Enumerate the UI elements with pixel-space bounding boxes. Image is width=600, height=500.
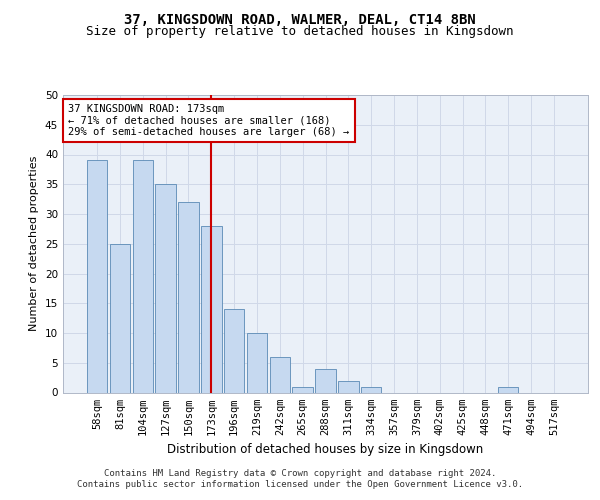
Bar (224, 309, 244, 392)
Bar (361, 386, 382, 392)
Bar (155, 184, 176, 392)
Bar (110, 244, 130, 392)
Text: 37 KINGSDOWN ROAD: 173sqm
← 71% of detached houses are smaller (168)
29% of semi: 37 KINGSDOWN ROAD: 173sqm ← 71% of detac… (68, 104, 349, 137)
Bar (498, 386, 518, 392)
Bar (133, 160, 153, 392)
Bar (269, 357, 290, 392)
Text: Contains HM Land Registry data © Crown copyright and database right 2024.: Contains HM Land Registry data © Crown c… (104, 468, 496, 477)
Bar (292, 386, 313, 392)
Text: Contains public sector information licensed under the Open Government Licence v3: Contains public sector information licen… (77, 480, 523, 489)
X-axis label: Distribution of detached houses by size in Kingsdown: Distribution of detached houses by size … (167, 443, 484, 456)
Bar (247, 333, 267, 392)
Bar (178, 202, 199, 392)
Text: Size of property relative to detached houses in Kingsdown: Size of property relative to detached ho… (86, 25, 514, 38)
Y-axis label: Number of detached properties: Number of detached properties (29, 156, 40, 332)
Bar (315, 368, 336, 392)
Bar (338, 380, 359, 392)
Text: 37, KINGSDOWN ROAD, WALMER, DEAL, CT14 8BN: 37, KINGSDOWN ROAD, WALMER, DEAL, CT14 8… (124, 12, 476, 26)
Bar (87, 160, 107, 392)
Bar (201, 226, 221, 392)
